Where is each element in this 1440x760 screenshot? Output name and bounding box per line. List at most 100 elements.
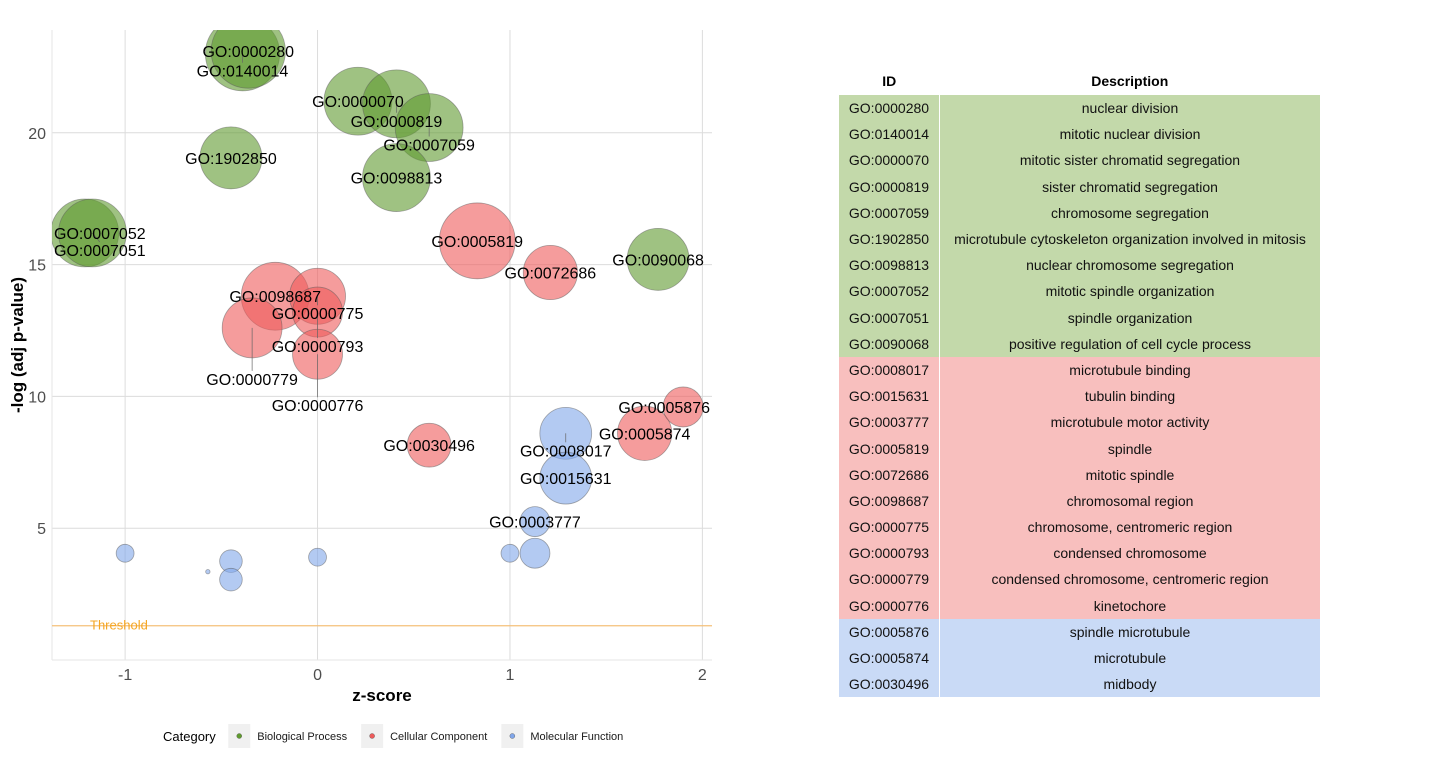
bubble-label: GO:1902850	[185, 151, 277, 168]
table-row: GO:0098813 nuclear chromosome segregation	[839, 252, 1320, 279]
cell-description: mitotic spindle	[1085, 466, 1175, 483]
bubble	[362, 143, 431, 212]
table-row: GO:0005876 spindle microtubule	[839, 618, 1320, 645]
bubble	[438, 202, 516, 280]
bubble-labels: GO:0140014 GO:0000280 GO:0000070 GO:0000819…	[54, 44, 710, 532]
x-tick-label: 0	[313, 667, 322, 684]
bubble	[519, 537, 551, 569]
bubble	[539, 451, 593, 505]
table-row: GO:0098687 chromosomal region	[839, 487, 1320, 514]
table-row: GO:0140014 mitotic nuclear division	[839, 121, 1320, 148]
legend-label: Molecular Function	[530, 731, 623, 743]
bubble-label: GO:0000775	[272, 306, 364, 323]
cell-description: spindle	[1107, 440, 1153, 457]
cell-description: chromosomal region	[1066, 492, 1194, 509]
cell-id: GO:0000776	[839, 592, 940, 619]
bubble	[522, 244, 578, 301]
table-header-row: ID Description	[839, 67, 1320, 95]
table-row: GO:0000793 condensed chromosome	[839, 540, 1320, 567]
bubble-label: GO:0008017	[520, 443, 612, 460]
cell-id: GO:0007059	[839, 199, 940, 226]
table-row: GO:0005874 microtubule	[839, 644, 1320, 672]
bubble-label: GO:0000819	[351, 114, 443, 131]
bubble-label: GO:0090068	[612, 252, 704, 269]
bubble-label: GO:0000280	[202, 44, 294, 61]
cell-description: microtubule cytoskeleton organization in…	[954, 231, 1306, 248]
bubble	[308, 547, 327, 567]
cell-description: kinetochore	[1093, 597, 1167, 614]
header-id: ID	[882, 73, 897, 89]
cell-description: nuclear chromosome segregation	[1026, 257, 1234, 274]
bubble-label: GO:0000776	[272, 398, 364, 415]
bubble-label: GO:0000779	[206, 372, 298, 389]
bubble	[617, 405, 673, 461]
bubble-label: GO:0000793	[272, 339, 364, 356]
table-row: GO:0072686 mitotic spindle	[839, 461, 1320, 488]
legend-label: Biological Process	[257, 731, 347, 743]
grid	[51, 30, 712, 661]
y-tick-label: 15	[28, 258, 46, 275]
table-row: GO:0007052 mitotic spindle organization	[839, 278, 1320, 305]
bubble-label: GO:0000070	[312, 94, 404, 111]
legend-item: Biological Process	[228, 724, 348, 748]
bubble	[115, 543, 135, 563]
cell-id: GO:0000070	[839, 147, 940, 174]
cell-id: GO:0000779	[839, 566, 940, 593]
cell-description: condensed chromosome	[1053, 545, 1207, 562]
cell-id: GO:1902850	[839, 225, 940, 253]
table-row: GO:0015631 tubulin binding	[839, 383, 1320, 410]
label-leader-lines	[92, 53, 567, 443]
cell-id: GO:0005876	[839, 618, 940, 645]
cell-description: microtubule motor activity	[1050, 414, 1210, 431]
bubble	[199, 126, 263, 190]
bubble-label: GO:0007052	[54, 226, 146, 243]
legend-dot	[509, 733, 516, 739]
y-tick-label: 5	[37, 521, 46, 538]
bubble-label: GO:0015631	[520, 471, 612, 488]
bubbles	[52, 30, 704, 592]
cell-id: GO:0140014	[839, 121, 940, 148]
cell-id: GO:0007052	[839, 278, 940, 305]
cell-description: spindle organization	[1067, 309, 1193, 326]
table-row: GO:0090068 positive regulation of cell cy…	[839, 330, 1320, 357]
cell-id: GO:0008017	[839, 356, 940, 384]
axis-ticks: -1 0 1 2 5 10 15 20	[28, 126, 707, 684]
threshold-label: Threshold	[90, 618, 148, 633]
table-row: GO:0000779 condensed chromosome, centrome…	[839, 566, 1320, 593]
cell-id: GO:0030496	[839, 671, 940, 698]
bubble	[205, 569, 211, 575]
cell-description: positive regulation of cell cycle proces…	[1008, 335, 1251, 352]
x-tick-label: 2	[698, 667, 707, 684]
bubble	[500, 543, 520, 563]
legend-label: Cellular Component	[390, 731, 487, 743]
table-row: GO:0000070 mitotic sister chromatid segre…	[839, 147, 1320, 174]
bubble	[210, 30, 286, 89]
bubble-label: GO:0005874	[599, 426, 691, 443]
cell-description: mitotic sister chromatid segregation	[1019, 152, 1241, 169]
x-axis-title: z-score	[352, 686, 412, 705]
threshold: Threshold	[52, 618, 712, 633]
bubble-label: GO:0140014	[197, 64, 289, 81]
legend-dot	[369, 733, 375, 739]
x-tick-label: -1	[118, 667, 132, 684]
cell-id: GO:0005874	[839, 644, 940, 672]
cell-description: tubulin binding	[1084, 388, 1176, 405]
cell-id: GO:0000819	[839, 173, 940, 200]
cell-id: GO:0015631	[839, 383, 940, 410]
bubble-label: GO:0098813	[351, 171, 443, 188]
cell-id: GO:0000280	[839, 95, 940, 122]
cell-description: spindle microtubule	[1069, 623, 1191, 640]
table-row: GO:0007051 spindle organization	[839, 304, 1320, 331]
bubble	[406, 422, 452, 468]
cell-description: mitotic nuclear division	[1059, 126, 1201, 143]
cell-id: GO:0000775	[839, 514, 940, 541]
cell-id: GO:0000793	[839, 540, 940, 567]
bubble	[219, 567, 243, 592]
bubble-label: GO:0098687	[229, 289, 321, 306]
table-row: GO:0005819 spindle	[839, 435, 1320, 462]
table-row: GO:0000280 nuclear division	[839, 95, 1320, 122]
legend-item: Molecular Function	[501, 724, 623, 748]
table-row: GO:0000775 chromosome, centromeric region	[839, 514, 1320, 541]
bubble-label: GO:0003777	[489, 515, 581, 532]
